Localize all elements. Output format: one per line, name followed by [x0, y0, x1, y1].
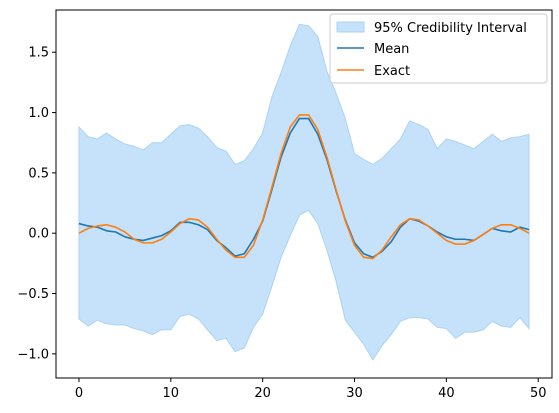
legend: 95% Credibility Interval Mean Exact [329, 13, 548, 84]
legend-label-exact: Exact [374, 64, 410, 79]
y-tick-label: −1.0 [17, 347, 49, 362]
x-tick-label: 40 [438, 386, 455, 401]
x-tick-label: 10 [163, 386, 180, 401]
x-axis-ticks: 0 10 20 30 40 50 [75, 378, 547, 401]
x-tick-label: 20 [254, 386, 271, 401]
y-tick-label: 0.0 [28, 227, 49, 242]
y-tick-label: 1.0 [28, 106, 49, 121]
x-tick-label: 50 [530, 386, 547, 401]
plot-area-frame [55, 9, 553, 379]
y-tick-label: 0.5 [28, 166, 49, 181]
legend-label-band: 95% Credibility Interval [374, 21, 527, 36]
series-line-mean [78, 117, 530, 259]
y-tick-label: −0.5 [17, 287, 49, 302]
series-line-exact [78, 114, 530, 260]
legend-band-swatch [336, 21, 365, 33]
credibility-band-layer [78, 23, 530, 361]
legend-frame [329, 13, 548, 84]
x-tick-label: 0 [75, 386, 83, 401]
series-lines-layer [78, 114, 530, 260]
credibility-interval-band [78, 23, 530, 361]
legend-label-mean: Mean [374, 42, 409, 57]
y-tick-label: 1.5 [28, 46, 49, 61]
y-axis-ticks: −1.0 −0.5 0.0 0.5 1.0 1.5 [17, 46, 56, 362]
x-tick-label: 30 [346, 386, 363, 401]
